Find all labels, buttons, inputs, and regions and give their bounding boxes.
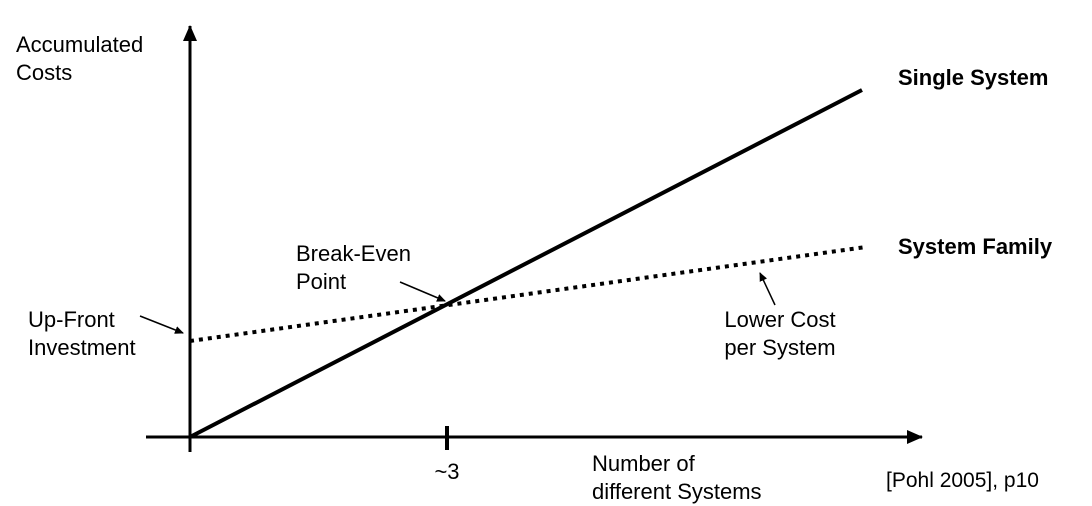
x-axis-tick-label: ~3	[434, 459, 460, 484]
x-axis-label: Number of different Systems	[592, 451, 762, 504]
y-axis-label: Accumulated Costs	[16, 32, 144, 85]
up-front-investment-arrow	[139, 315, 184, 334]
lower-cost-arrow	[759, 272, 776, 306]
up-front-investment-label: Up-Front Investment	[28, 307, 136, 360]
citation: [Pohl 2005], p10	[886, 469, 1039, 492]
series-label-system-family: System Family	[898, 234, 1053, 259]
series-label-single-system: Single System	[898, 65, 1049, 90]
break-even-point-label: Break-Even Point	[296, 241, 411, 294]
lower-cost-label: Lower Cost per System	[724, 307, 836, 360]
system-family-line	[189, 245, 867, 343]
single-system-line	[189, 88, 863, 439]
break-even-point-arrow	[399, 281, 446, 302]
